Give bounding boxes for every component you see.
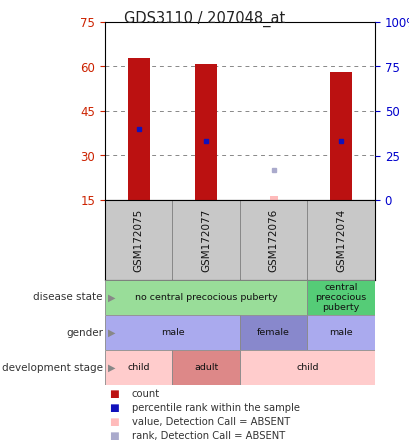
Text: central
precocious
puberty: central precocious puberty [315, 283, 366, 312]
Text: count: count [131, 389, 160, 399]
Bar [330, 72, 351, 200]
Bar [105, 315, 239, 350]
Text: child: child [127, 363, 150, 372]
Text: ■: ■ [109, 431, 119, 441]
Text: GDS3110 / 207048_at: GDS3110 / 207048_at [124, 11, 285, 27]
Text: male: male [160, 328, 184, 337]
Text: rank, Detection Call = ABSENT: rank, Detection Call = ABSENT [131, 431, 284, 441]
Text: ▶: ▶ [108, 362, 115, 373]
Bar [105, 350, 172, 385]
Text: ■: ■ [109, 417, 119, 427]
Text: ▶: ▶ [108, 328, 115, 337]
Text: male: male [329, 328, 352, 337]
Bar [239, 315, 307, 350]
Bar [307, 280, 374, 315]
Text: ▶: ▶ [108, 293, 115, 302]
Text: no central precocious puberty: no central precocious puberty [135, 293, 277, 302]
Bar [307, 315, 374, 350]
Bar [195, 63, 216, 200]
Text: GSM172075: GSM172075 [133, 208, 144, 272]
Text: female: female [257, 328, 290, 337]
Bar [105, 280, 307, 315]
Text: percentile rank within the sample: percentile rank within the sample [131, 403, 299, 413]
Text: disease state: disease state [34, 293, 103, 302]
Bar [239, 350, 374, 385]
Text: gender: gender [66, 328, 103, 337]
Bar [128, 58, 149, 200]
Text: ■: ■ [109, 403, 119, 413]
Text: adult: adult [193, 363, 218, 372]
Text: GSM172077: GSM172077 [201, 208, 211, 272]
Text: ■: ■ [109, 389, 119, 399]
Text: GSM172074: GSM172074 [335, 208, 346, 272]
Text: child: child [296, 363, 318, 372]
Text: value, Detection Call = ABSENT: value, Detection Call = ABSENT [131, 417, 289, 427]
Bar [172, 350, 239, 385]
Text: GSM172076: GSM172076 [268, 208, 278, 272]
Bar [269, 195, 277, 200]
Text: development stage: development stage [2, 362, 103, 373]
